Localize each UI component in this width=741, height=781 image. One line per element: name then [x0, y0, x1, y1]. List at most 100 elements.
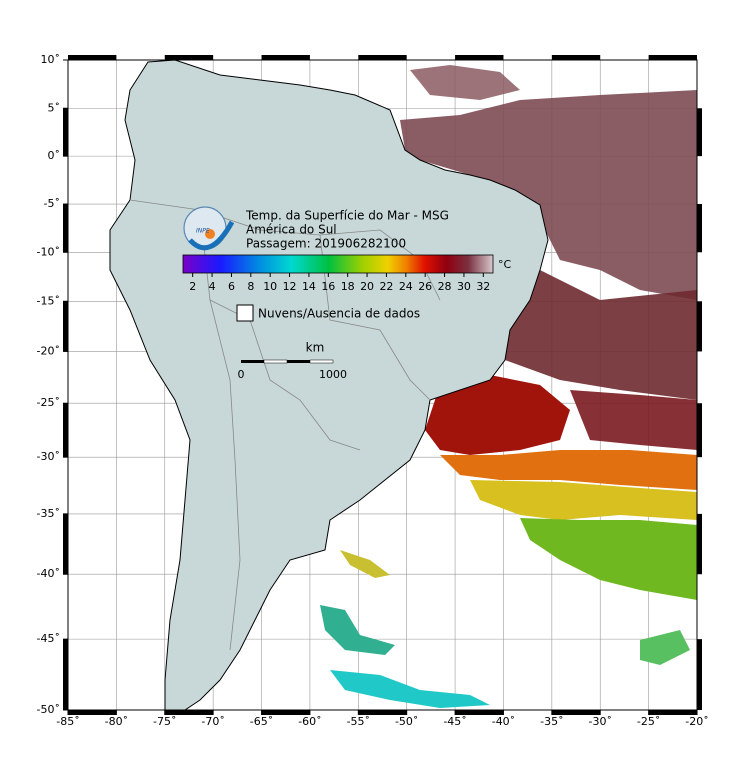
map-title: Temp. da Superfície do Mar - MSG	[245, 209, 449, 223]
sst-teal	[320, 605, 395, 655]
colorbar-tick-label: 14	[302, 280, 316, 293]
frame-band	[697, 108, 702, 157]
frame-band	[551, 55, 601, 60]
frame-band	[68, 710, 117, 715]
colorbar-unit: °C	[498, 258, 512, 271]
frame-band	[455, 55, 504, 60]
region-label: América do Sul	[246, 223, 337, 237]
x-tick-label: -80˚	[105, 715, 128, 728]
y-tick-label: -50˚	[37, 703, 60, 716]
x-tick-label: -30˚	[588, 715, 611, 728]
border	[209, 299, 241, 651]
pass-label: Passagem: 201906282100	[246, 237, 406, 251]
colorbar-tick-label: 10	[263, 280, 277, 293]
colorbar-tick-label: 16	[321, 280, 335, 293]
colorbar-tick-label: 24	[399, 280, 413, 293]
y-tick-label: -15˚	[37, 294, 60, 307]
scale-tick-label: 0	[238, 368, 245, 381]
frame-band	[697, 513, 702, 575]
frame-band	[63, 403, 68, 458]
frame-band	[648, 710, 697, 715]
x-tick-label: -45˚	[443, 715, 466, 728]
y-tick-label: 5˚	[48, 101, 61, 114]
y-tick-label: -20˚	[37, 344, 60, 357]
colorbar-tick-label: 22	[379, 280, 393, 293]
colorbar-tick-label: 8	[247, 280, 254, 293]
sst-orange	[440, 450, 697, 490]
sst-red	[425, 375, 570, 455]
sst-green	[520, 518, 697, 600]
frame-band	[63, 204, 68, 253]
colorbar-tick-label: 18	[341, 280, 355, 293]
y-tick-label: -45˚	[37, 632, 60, 645]
y-tick-label: -5˚	[44, 197, 60, 210]
frame-band	[697, 403, 702, 458]
colorbar	[182, 254, 494, 274]
frame-band	[648, 55, 697, 60]
x-tick-label: -40˚	[492, 715, 515, 728]
frame-band	[63, 639, 68, 710]
sst-cyan	[330, 670, 490, 708]
legend-swatch	[236, 304, 254, 322]
colorbar-ticks: 2 4 6 8 10 12 14 16 18 20 22 24 26 28 30 32	[189, 273, 490, 293]
x-tick-label: -20˚	[685, 715, 708, 728]
colorbar-tick-label: 2	[189, 280, 196, 293]
frame-band	[68, 55, 117, 60]
colorbar-tick-label: 6	[228, 280, 235, 293]
y-tick-label: -40˚	[37, 567, 60, 580]
y-tick-label: -25˚	[37, 396, 60, 409]
frame-band	[63, 513, 68, 575]
scale-bar-segment	[309, 359, 334, 364]
colorbar-tick-label: 26	[418, 280, 432, 293]
x-tick-label: -70˚	[201, 715, 224, 728]
axes: -85˚ -80˚ -75˚ -70˚ -65˚ -60˚ -55˚ -50˚ -45˚ -40˚…	[37, 53, 709, 728]
colorbar-tick-label: 30	[457, 280, 471, 293]
colorbar-tick-label: 20	[360, 280, 374, 293]
y-tick-label: -35˚	[37, 507, 60, 520]
y-tick-label: -30˚	[37, 450, 60, 463]
frame-band	[261, 710, 310, 715]
x-tick-label: -35˚	[540, 715, 563, 728]
frame-band	[697, 204, 702, 253]
border	[319, 234, 431, 401]
y-tick-label: 10˚	[41, 53, 61, 66]
sst-yellow	[470, 480, 697, 520]
sst-north-patch	[410, 65, 520, 100]
frame-band	[358, 710, 407, 715]
x-tick-label: -25˚	[637, 715, 660, 728]
scale-tick-label: 1000	[319, 368, 347, 381]
frame-band	[261, 55, 310, 60]
x-tick-label: -60˚	[298, 715, 321, 728]
colorbar-tick-label: 4	[209, 280, 216, 293]
scale-bar-segment	[263, 359, 288, 364]
sst-green-south	[640, 630, 690, 665]
colorbar-tick-label: 28	[438, 280, 452, 293]
frame-band	[697, 301, 702, 352]
x-tick-label: -65˚	[250, 715, 273, 728]
frame-band	[358, 55, 407, 60]
sst-yellow-small	[340, 550, 390, 578]
logo: INPE	[183, 206, 235, 251]
colorbar-tick-label: 32	[476, 280, 490, 293]
colorbar-tick-label: 12	[283, 280, 297, 293]
x-tick-label: -50˚	[395, 715, 418, 728]
scale-bar: km 0 1000	[238, 341, 348, 382]
sst-warm-north	[400, 90, 697, 300]
frame-band	[164, 55, 214, 60]
sst-field	[320, 65, 697, 708]
frame-band	[697, 639, 702, 710]
frame-band	[164, 710, 214, 715]
frame-band	[63, 301, 68, 352]
x-tick-label: -55˚	[347, 715, 370, 728]
logo-sun	[205, 229, 215, 239]
legend-label: Nuvens/Ausencia de dados	[258, 307, 420, 321]
frame-band	[63, 108, 68, 157]
frame-band	[551, 710, 601, 715]
frame-band	[455, 710, 504, 715]
scale-unit: km	[306, 341, 325, 355]
logo-text: INPE	[196, 228, 210, 235]
y-tick-label: -10˚	[37, 245, 60, 258]
y-tick-label: 0˚	[48, 149, 61, 162]
x-tick-label: -75˚	[153, 715, 176, 728]
